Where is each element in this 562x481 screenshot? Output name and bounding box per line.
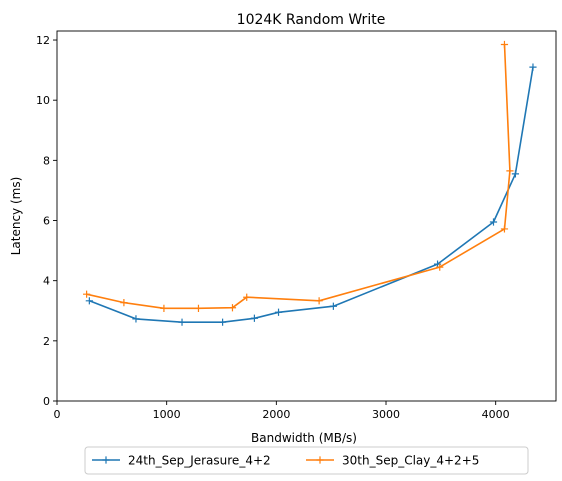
data-point-s1-3 — [178, 318, 186, 326]
series-line-2 — [86, 44, 511, 310]
data-point-s1-1 — [85, 297, 93, 305]
y-tick-label: 8 — [43, 154, 50, 167]
legend-label-1: 24th_Sep_Jerasure_4+2 — [128, 454, 271, 468]
data-point-s2-4 — [194, 304, 203, 312]
data-point-s2-2 — [120, 299, 128, 307]
data-point-s2-6 — [243, 293, 251, 301]
chart-title: 1024K Random Write — [237, 12, 386, 28]
x-tick-label: 2000 — [262, 408, 290, 421]
plot-frame — [56, 30, 557, 402]
y-axis-label: Latency (ms) — [9, 177, 23, 256]
plot-area — [83, 40, 537, 326]
data-point-s1-9 — [489, 218, 498, 226]
x-axis-label: Bandwidth (MB/s) — [251, 431, 357, 445]
data-point-s1-5 — [250, 314, 259, 322]
axes: 0 1000 2000 3000 4000 0 2 4 6 8 10 12 — [36, 30, 557, 421]
data-point-s1-7 — [329, 302, 337, 310]
data-point-s2-11 — [500, 40, 509, 49]
series-line-1 — [89, 66, 534, 324]
x-tick-label: 0 — [54, 408, 61, 421]
y-tick-label: 10 — [36, 94, 50, 107]
y-tick-label: 4 — [43, 275, 50, 288]
data-point-s2-5 — [228, 304, 237, 312]
y-tick-label: 12 — [36, 34, 50, 47]
data-point-s1-2 — [132, 315, 140, 323]
x-tick-label: 1000 — [153, 408, 181, 421]
data-point-s2-1 — [83, 290, 91, 298]
data-point-s2-9 — [500, 225, 509, 233]
data-point-s2-10 — [506, 167, 514, 175]
data-point-s1-11 — [529, 63, 537, 71]
legend-marker-2 — [316, 456, 324, 464]
legend-label-2: 30th_Sep_Clay_4+2+5 — [342, 454, 479, 468]
y-tick-label: 6 — [43, 215, 50, 228]
legend: 24th_Sep_Jerasure_4+2 30th_Sep_Clay_4+2+5 — [84, 446, 529, 475]
x-tick-label: 3000 — [372, 408, 400, 421]
y-tick-label: 0 — [43, 395, 50, 408]
data-point-s1-4 — [219, 318, 227, 326]
y-tick-label: 2 — [43, 335, 50, 348]
x-tick-label: 4000 — [482, 408, 510, 421]
data-point-s1-10 — [511, 170, 520, 178]
data-point-s2-3 — [160, 304, 168, 312]
data-point-s2-8 — [436, 263, 444, 271]
data-point-s1-6 — [274, 308, 283, 316]
data-point-s2-7 — [315, 297, 323, 305]
legend-marker-1 — [102, 456, 110, 464]
